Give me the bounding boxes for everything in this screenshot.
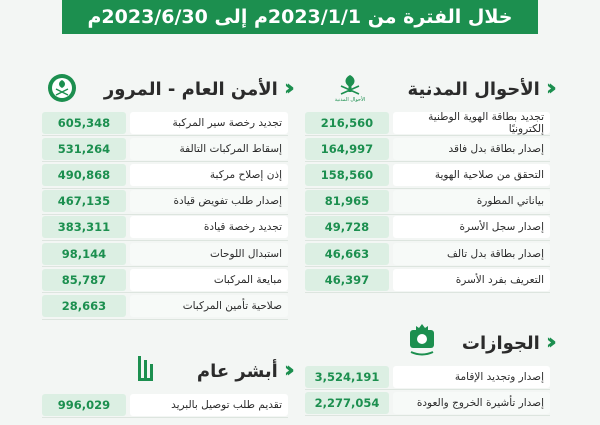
service-label: إذن إصلاح مركبة [130,163,288,186]
service-label: إصدار بطاقة بدل تالف [393,242,550,265]
service-count: 98,144 [42,242,126,265]
list-item: بياناتي المطورة 81,965 [305,189,550,215]
absher-title: أبشر عام [196,360,278,382]
service-label: تجديد بطاقة الهوية الوطنية إلكترونيًا [393,111,550,135]
traffic-title: الأمن العام - المرور [103,78,278,100]
passports-section: ‹‹ الجوازات إصدار وتجديد الإقامة 3,524,19… [305,324,557,425]
service-label: تجديد رخصة سير المركبة [130,111,288,134]
list-item: إصدار وتجديد الإقامة 3,524,191 [305,364,550,391]
passports-header: ‹‹ الجوازات [461,326,557,360]
list-item: إصدار بطاقة بدل فاقد 164,997 [305,136,550,163]
service-count: 490,868 [42,163,126,186]
service-label: استبدال اللوحات [130,242,288,265]
service-count: 2,277,054 [305,391,389,414]
civil-affairs-section: ‹‹ الأحوال المدنية الأحوال المدنية تجديد… [305,72,558,300]
list-item: إسقاط المركبات التالفة 531,264 [42,136,288,163]
service-count: 216,560 [305,111,389,134]
service-count: 383,311 [42,216,126,239]
passports-emblem-icon [405,320,439,358]
service-label: التعريف بفرد الأسرة [393,268,550,291]
civil-affairs-list: تجديد بطاقة الهوية الوطنية إلكترونيًا 216… [305,110,550,294]
list-item: إذن إصلاح مركبة 490,868 [42,162,288,189]
list-item: صلاحية تأمين المركبات 28,663 [42,293,288,320]
absher-list: تقديم طلب توصيل بالبريد 996,029 [42,392,288,419]
list-item: إصدار تأشيرة الخروج والعودة 2,277,054 [305,390,550,417]
civil-affairs-title: الأحوال المدنية [407,78,540,100]
service-count: 81,965 [305,190,389,213]
service-label: التحقق من صلاحية الهوية [393,163,550,186]
service-count: 28,663 [42,294,126,317]
absher-header: ‹‹ أبشر عام [196,354,295,388]
service-label: صلاحية تأمين المركبات [130,294,288,317]
service-label: إصدار وتجديد الإقامة [393,365,550,388]
service-label: مبايعة المركبات [130,268,288,291]
service-label: إسقاط المركبات التالفة [130,137,288,160]
list-item: مبايعة المركبات 85,787 [42,267,288,294]
list-item: تقديم طلب توصيل بالبريد 996,029 [42,392,288,419]
double-chevron-icon: ‹‹ [283,358,295,383]
service-label: بياناتي المطورة [393,190,550,213]
list-item: استبدال اللوحات 98,144 [42,241,288,268]
service-count: 46,663 [305,242,389,265]
service-count: 49,728 [305,216,389,239]
service-count: 3,524,191 [305,365,389,388]
list-item: إصدار طلب تفويض قيادة 467,135 [42,189,288,215]
service-label: إصدار طلب تفويض قيادة [130,190,288,213]
list-item: تجديد بطاقة الهوية الوطنية إلكترونيًا 216… [305,110,550,137]
double-chevron-icon: ‹‹ [545,330,557,355]
service-count: 85,787 [42,268,126,291]
passports-list: إصدار وتجديد الإقامة 3,524,191 إصدار تأشي… [305,364,550,417]
absher-section: ‹‹ أبشر عام تقديم طلب توصيل بالبريد 996,0… [42,354,295,425]
civil-affairs-emblem-caption: الأحوال المدنية [334,97,366,103]
list-item: تجديد رخصة قيادة 383,311 [42,215,288,241]
absher-logo-icon [136,354,156,384]
civil-affairs-emblem-icon: الأحوال المدنية [333,72,367,106]
traffic-header: ‹‹ الأمن العام - المرور [103,72,295,106]
list-item: تجديد رخصة سير المركبة 605,348 [42,110,288,137]
service-count: 164,997 [305,137,389,160]
service-count: 996,029 [42,393,126,416]
double-chevron-icon: ‹‹ [283,76,295,101]
service-count: 158,560 [305,163,389,186]
period-banner: خلال الفترة من 2023/1/1م إلى 2023/6/30م [62,0,538,34]
service-label: إصدار تأشيرة الخروج والعودة [393,391,550,414]
service-count: 46,397 [305,268,389,291]
list-item: التعريف بفرد الأسرة 46,397 [305,267,550,294]
service-label: تجديد رخصة قيادة [130,216,288,239]
double-chevron-icon: ‹‹ [545,76,557,101]
list-item: إصدار بطاقة بدل تالف 46,663 [305,241,550,268]
list-item: إصدار سجل الأسرة 49,728 [305,215,550,241]
service-count: 467,135 [42,190,126,213]
service-label: تقديم طلب توصيل بالبريد [130,393,288,416]
list-item: التحقق من صلاحية الهوية 158,560 [305,162,550,189]
service-count: 531,264 [42,137,126,160]
service-count: 605,348 [42,111,126,134]
traffic-list: تجديد رخصة سير المركبة 605,348 إسقاط المر… [42,110,288,320]
traffic-section: ‹‹ الأمن العام - المرور تجديد رخصة سير ا… [42,72,295,326]
service-label: إصدار بطاقة بدل فاقد [393,137,550,160]
traffic-emblem-icon [46,72,78,104]
passports-title: الجوازات [461,332,540,354]
civil-affairs-header: ‹‹ الأحوال المدنية [407,72,558,106]
service-label: إصدار سجل الأسرة [393,216,550,239]
